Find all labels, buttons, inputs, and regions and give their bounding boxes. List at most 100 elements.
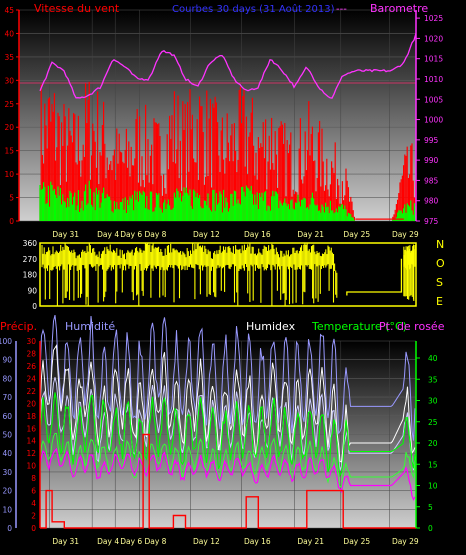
direction-tick-label: 90 [27,286,37,295]
compass-o: O [436,257,445,270]
humidity-tick-label: 40 [2,449,12,458]
wind-x-label: Day 12 [193,230,220,239]
humidity-min-line [39,377,416,471]
wind-tick-label: 40 [4,29,14,38]
temperature-tick-label: 25 [428,418,438,427]
humidity-x-label: Day 6 [120,537,142,546]
pressure-tick-label: 1025 [424,14,443,23]
wind-tick-label: 25 [4,100,14,109]
pressure-tick-label: 990 [424,156,439,165]
temperature-title: Temperature (°C) [311,320,407,333]
temperature-tick-label: 40 [428,354,438,363]
period-title: Courbes 30 days (31 Août 2013) [172,3,335,15]
humidity-tick-label: 30 [2,468,12,477]
humidity-x-label: Day 21 [297,537,324,546]
temperature-tick-label: 20 [428,439,438,448]
precip-tick-label: 26 [26,362,36,371]
humidity-x-label: Day 16 [244,537,271,546]
humidity-x-label: Day 4 [97,537,119,546]
precip-tick-label: 20 [26,399,36,408]
wind-x-label: Day 6 [120,230,142,239]
precip-tick-label: 16 [26,424,36,433]
temperature-tick-label: 35 [428,375,438,384]
wind-x-label: Day 31 [52,230,79,239]
precip-tick-label: 24 [26,374,36,383]
pressure-tick-label: 995 [424,136,439,145]
precip-tick-label: 12 [26,449,36,458]
pressure-title: Barometre [370,2,428,15]
wind-tick-label: 30 [4,76,14,85]
humidity-tick-label: 100 [0,337,12,346]
pressure-tick-label: 975 [424,217,439,226]
wind-tick-label: 45 [4,6,14,15]
temperature-tick-label: 5 [428,503,433,512]
wind-x-label: Day 4 [97,230,119,239]
period-dash: --- [336,4,347,15]
precip-tick-label: 4 [31,499,36,508]
wind-tick-label: 35 [4,53,14,62]
wind-tick-label: 15 [4,147,14,156]
precip-tick-label: 0 [31,524,36,533]
direction-tick-label: 180 [23,271,38,280]
precip-tick-label: 22 [26,387,36,396]
wind-speed-title: Vitesse du vent [34,2,120,15]
precip-line [40,433,416,529]
humidity-x-label: Day 29 [392,537,419,546]
precip-tick-label: 14 [26,437,36,446]
precip-tick-label: 2 [31,512,36,521]
precip-tick-label: 30 [26,337,36,346]
humidity-x-label: Day 31 [52,537,79,546]
temperature-tick-label: 15 [428,460,438,469]
pressure-tick-label: 1015 [424,55,443,64]
precip-tick-label: 8 [31,474,36,483]
wind-x-label: Day 25 [343,230,370,239]
wind-tick-label: 0 [9,217,14,226]
pressure-line [39,33,417,99]
wind-tick-label: 20 [4,123,14,132]
humidity-title: Humidité [65,320,115,333]
pressure-tick-label: 1010 [424,75,443,84]
dewpoint-title: Pt. de rosée [379,320,445,333]
temperature-tick-label: 0 [428,524,433,533]
humidity-x-label: Day 12 [193,537,220,546]
pressure-tick-label: 1005 [424,95,443,104]
humidity-tick-label: 20 [2,487,12,496]
temperature-line [39,392,416,478]
humidity-tick-label: 80 [2,374,12,383]
direction-frame [39,242,417,307]
wind-tick-label: 5 [9,194,14,203]
precip-tick-label: 28 [26,349,36,358]
temperature-tick-label: 30 [428,397,438,406]
pressure-tick-label: 980 [424,197,439,206]
humidity-tick-label: 0 [7,524,12,533]
humidity-x-label: Day 8 [144,537,166,546]
humidity-tick-label: 10 [2,505,12,514]
pressure-tick-label: 985 [424,176,439,185]
humidity-tick-label: 90 [2,356,12,365]
direction-calm-line [346,258,403,296]
pressure-tick-label: 1000 [424,116,443,125]
precip-tick-label: 18 [26,412,36,421]
dewpoint-line [39,447,416,501]
pressure-tick-label: 1020 [424,34,443,43]
wind-x-label: Day 8 [144,230,166,239]
wind-x-label: Day 21 [297,230,324,239]
wind-x-label: Day 29 [392,230,419,239]
wind-tick-label: 10 [4,170,14,179]
humidity-tick-label: 50 [2,431,12,440]
humidity-tick-label: 60 [2,412,12,421]
compass-n-top: N [436,238,444,251]
humidity-x-label: Day 25 [343,537,370,546]
temperature-min-line [39,432,416,489]
compass-s: S [436,276,443,289]
direction-tick-label: 360 [23,239,38,248]
precip-title: Précip. [0,320,37,333]
wind-x-label: Day 16 [244,230,271,239]
compass-e: E [436,295,443,308]
humidity-tick-label: 70 [2,393,12,402]
precip-tick-label: 6 [31,487,36,496]
direction-tick-label: 0 [32,302,37,311]
temperature-tick-label: 10 [428,482,438,491]
direction-tick-label: 270 [23,255,38,264]
